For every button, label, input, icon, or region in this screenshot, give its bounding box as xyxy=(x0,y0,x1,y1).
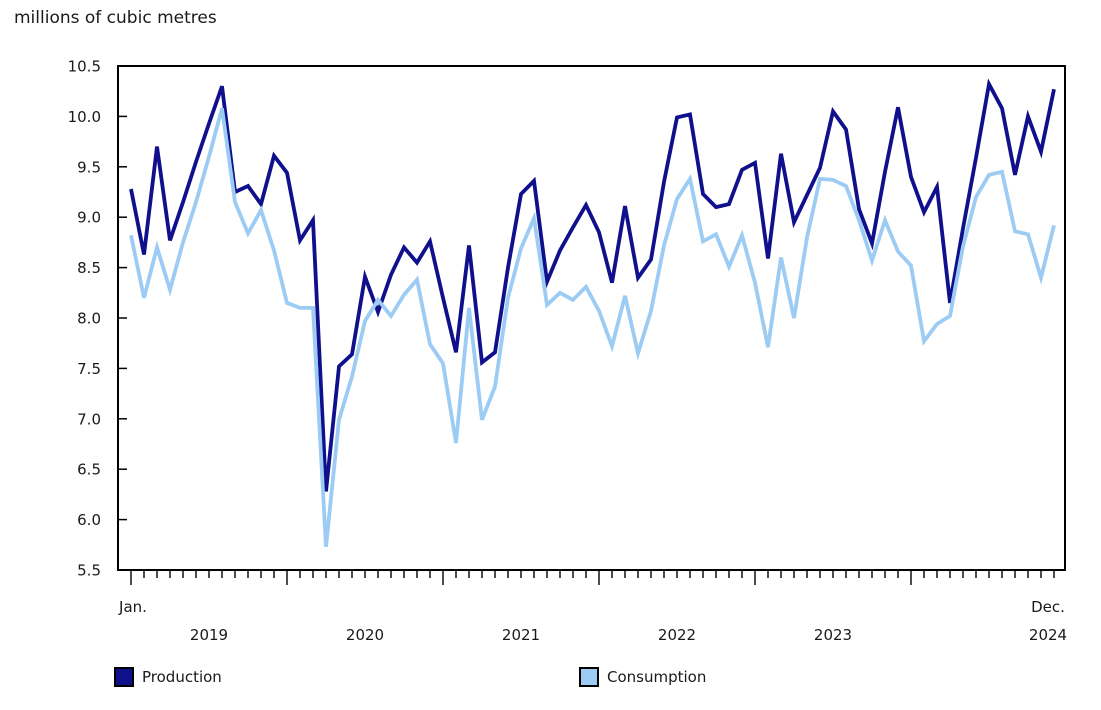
legend-label-production: Production xyxy=(142,668,222,686)
x-axis-year-label-2022: 2022 xyxy=(658,626,696,644)
legend-label-consumption: Consumption xyxy=(607,668,707,686)
y-axis-tick-label: 10.5 xyxy=(68,58,101,76)
y-axis-tick-label: 10.0 xyxy=(68,108,101,126)
x-axis-year-label-2024: 2024 xyxy=(1029,626,1067,644)
chart-legend: Production Consumption xyxy=(0,665,1101,695)
x-axis-first-month-label: Jan. xyxy=(118,598,147,616)
y-axis-tick-label: 9.0 xyxy=(77,209,101,227)
x-axis-year-label-2021: 2021 xyxy=(502,626,540,644)
y-axis-tick-label: 9.5 xyxy=(77,158,101,176)
chart-title: millions of cubic metres xyxy=(14,8,217,28)
production-line xyxy=(129,78,1056,492)
production-swatch-icon xyxy=(114,667,134,687)
y-axis-tick-label: 8.5 xyxy=(77,259,101,277)
y-axis-tick-label: 5.5 xyxy=(77,562,101,580)
legend-item-production: Production xyxy=(114,665,222,689)
y-axis-tick-label: 7.0 xyxy=(77,410,101,428)
consumption-line xyxy=(129,107,1056,547)
consumption-swatch-icon xyxy=(579,667,599,687)
x-axis-last-month-label: Dec. xyxy=(1031,598,1065,616)
plot-border xyxy=(117,65,1066,571)
x-axis-year-label-2019: 2019 xyxy=(190,626,228,644)
x-axis-year-label-2020: 2020 xyxy=(346,626,384,644)
y-axis-tick-label: 7.5 xyxy=(77,360,101,378)
y-axis-tick-label: 8.0 xyxy=(77,310,101,328)
chart-canvas: 5.5 6.0 6.5 7.0 7.5 8.0 8.5 9.0 9.5 10.0 10.5 Jan. D… xyxy=(68,58,1068,645)
legend-item-consumption: Consumption xyxy=(579,665,706,689)
y-axis-tick-label: 6.5 xyxy=(77,461,101,479)
y-axis-tick-label: 6.0 xyxy=(77,511,101,529)
x-axis-year-label-2023: 2023 xyxy=(814,626,852,644)
